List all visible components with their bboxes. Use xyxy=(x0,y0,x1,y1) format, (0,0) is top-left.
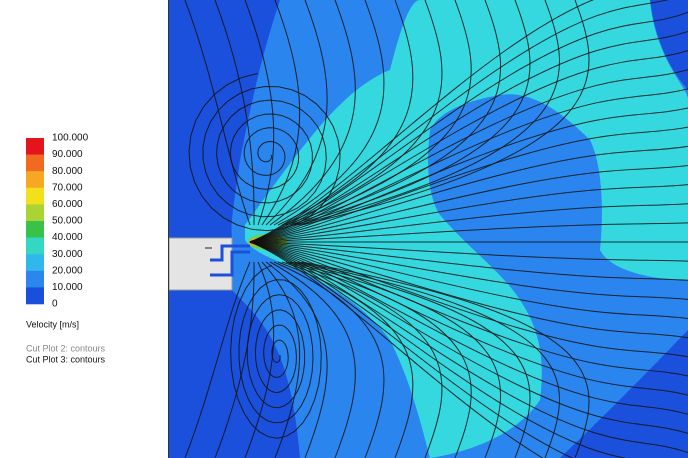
legend-title: Velocity [m/s] xyxy=(26,319,79,329)
nozzle xyxy=(210,244,250,277)
color-swatch xyxy=(26,254,44,272)
streamline xyxy=(297,0,560,226)
streamline xyxy=(261,261,301,458)
streamline xyxy=(281,0,443,226)
streamline xyxy=(293,261,531,458)
streamline xyxy=(301,261,590,458)
streamline xyxy=(285,0,472,226)
vortex xyxy=(230,264,322,439)
color-swatch xyxy=(26,221,44,238)
streamline xyxy=(249,241,688,262)
streamline xyxy=(249,241,544,458)
legend-tick-label: 20.000 xyxy=(52,265,83,276)
streamline xyxy=(285,261,472,458)
flow-field xyxy=(168,0,688,458)
color-swatch xyxy=(26,154,44,172)
color-swatch xyxy=(26,237,44,255)
streamline xyxy=(249,145,688,243)
plot-label: Cut Plot 2: contours xyxy=(26,343,106,353)
color-swatch xyxy=(26,204,44,222)
streamline xyxy=(249,222,688,243)
streamline xyxy=(273,261,385,458)
streamline xyxy=(265,261,328,458)
legend-tick-label: 90.000 xyxy=(52,149,83,160)
streamline xyxy=(273,0,385,226)
streamline xyxy=(249,241,627,458)
streamline xyxy=(289,0,502,226)
streamline xyxy=(214,0,255,226)
color-swatch xyxy=(26,138,44,155)
streamline xyxy=(249,241,688,281)
streamline xyxy=(249,241,688,320)
plot-label: Cut Plot 3: contours xyxy=(26,354,106,364)
streamline xyxy=(297,261,560,458)
streamline xyxy=(249,11,688,243)
streamline xyxy=(249,241,688,358)
legend-tick-label: 60.000 xyxy=(52,199,83,210)
legend-tick-label: 100.000 xyxy=(52,133,89,144)
streamline xyxy=(249,241,574,458)
streamline xyxy=(214,261,255,458)
legend-tick-label: 50.000 xyxy=(52,216,83,227)
streamline xyxy=(269,261,356,458)
streamline xyxy=(301,0,590,226)
streamline xyxy=(249,126,688,243)
streamline xyxy=(277,0,414,226)
streamline xyxy=(293,0,531,226)
streamline xyxy=(249,203,688,243)
streamline xyxy=(249,241,688,300)
legend-tick-label: 70.000 xyxy=(52,182,83,193)
streamline xyxy=(281,261,443,458)
fast-region xyxy=(245,0,688,458)
slow-region xyxy=(560,330,688,458)
streamline xyxy=(249,241,688,434)
streamline xyxy=(289,261,502,458)
streamline xyxy=(249,241,688,377)
streamline xyxy=(277,261,414,458)
streamline xyxy=(249,88,688,243)
legend-tick-label: 80.000 xyxy=(52,166,83,177)
streamline xyxy=(249,241,688,339)
slow-region xyxy=(169,0,300,458)
legend-tick-label: 10.000 xyxy=(52,282,83,293)
legend-tick-label: 40.000 xyxy=(52,232,83,243)
slow-region xyxy=(650,0,688,90)
streamline xyxy=(249,30,688,243)
streamlines xyxy=(184,0,688,458)
streamline xyxy=(269,0,356,226)
streamline xyxy=(184,0,251,226)
legend-tick-label: 0 xyxy=(52,299,58,310)
vortex xyxy=(188,73,341,232)
color-swatch xyxy=(26,287,44,305)
legend: Velocity [m/s] Cut Plot 2: contours Cut … xyxy=(26,133,106,364)
streamline xyxy=(184,261,251,458)
streamline xyxy=(261,0,301,226)
streamline xyxy=(249,184,688,243)
streamline xyxy=(249,0,595,243)
color-swatch xyxy=(26,171,44,189)
streamline xyxy=(249,164,688,243)
color-swatch xyxy=(26,187,44,205)
color-swatch xyxy=(26,270,44,288)
legend-tick-label: 30.000 xyxy=(52,249,83,260)
